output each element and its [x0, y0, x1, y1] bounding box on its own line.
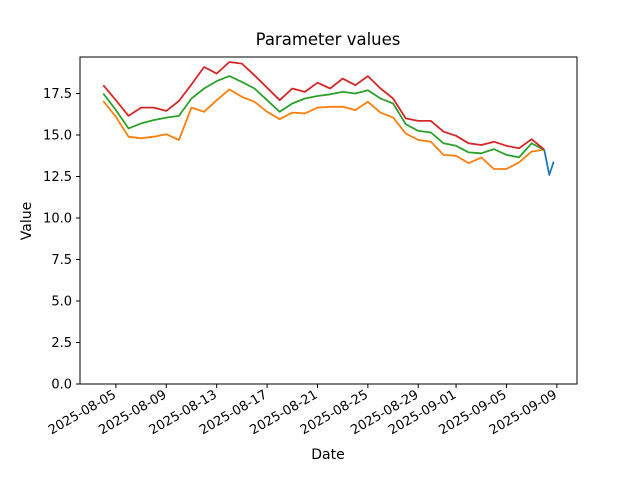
y-tick-label: 0.0	[51, 378, 72, 393]
orange-line	[102, 88, 545, 170]
y-tick-label: 7.5	[51, 253, 72, 268]
y-tick-label: 5.0	[51, 295, 72, 310]
x-axis-label: Date	[311, 447, 344, 463]
y-tick-label: 15.0	[43, 129, 72, 144]
plot-area: 0.02.55.07.510.012.515.017.52025-08-0520…	[43, 56, 578, 438]
y-tick-label: 12.5	[43, 170, 72, 185]
y-tick-label: 10.0	[43, 212, 72, 227]
y-tick-label: 2.5	[51, 336, 72, 351]
red-line	[102, 61, 545, 151]
blue-line	[543, 149, 555, 176]
chart-title: Parameter values	[256, 30, 401, 49]
plot-frame	[79, 56, 578, 385]
y-axis-label: Value	[19, 202, 35, 240]
y-tick-label: 17.5	[43, 87, 72, 102]
green-line	[102, 75, 545, 159]
